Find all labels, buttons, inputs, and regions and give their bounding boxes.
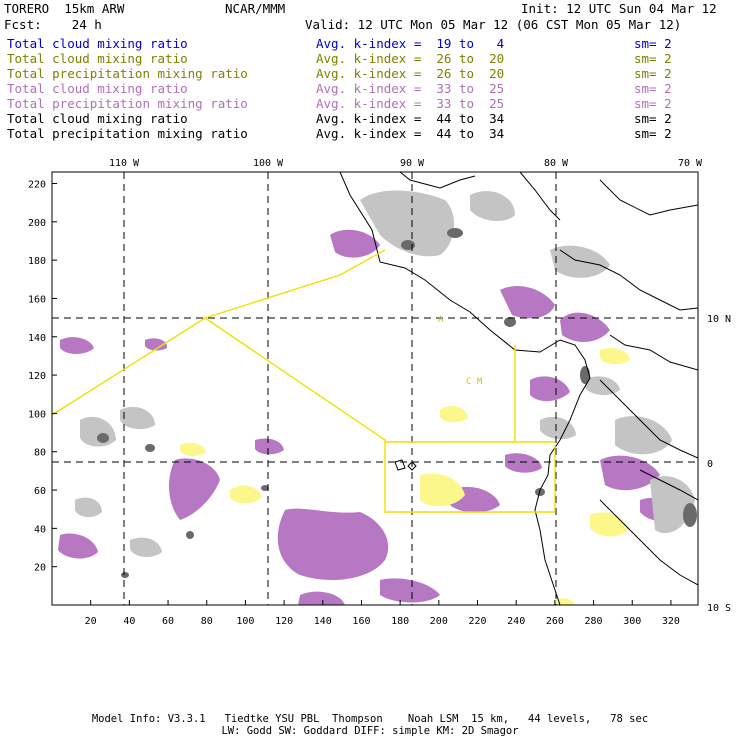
y-tick-label: 220 xyxy=(28,179,46,190)
model-info-line: Model Info: V3.3.1 Tiedtke YSU PBL Thomp… xyxy=(91,713,649,725)
lat-label: 0 xyxy=(707,459,713,470)
legend-field: Total precipitation mixing ratio xyxy=(7,126,248,141)
x-tick-label: 20 xyxy=(85,616,97,627)
box-label: C M xyxy=(466,377,483,387)
legend-row: Total cloud mixing ratio Avg. k-index = … xyxy=(7,81,672,96)
legend-field: Total cloud mixing ratio xyxy=(7,36,188,51)
x-tick-label: 280 xyxy=(585,616,603,627)
y-tick-label: 180 xyxy=(28,256,46,267)
lon-label: 110 W xyxy=(109,158,140,169)
graticule xyxy=(52,172,698,605)
lat-label: 10 N xyxy=(707,314,731,325)
y-tick-label: 100 xyxy=(28,409,46,420)
x-axis: 20 40 60 80 100 120 140 160 180 200 220 240 260 280 30… xyxy=(85,600,680,627)
organization-label: NCAR/MMM xyxy=(225,1,286,16)
legend-range: Avg. k-index = 26 to 20 xyxy=(316,66,505,81)
legend-range: Avg. k-index = 33 to 25 xyxy=(316,81,505,96)
legend-row: Total precipitation mixing ratio Avg. k-… xyxy=(7,66,672,81)
x-tick-label: 260 xyxy=(546,616,564,627)
legend-smoothing: sm= 2 xyxy=(634,81,672,96)
x-tick-label: 140 xyxy=(314,616,332,627)
x-tick-label: 300 xyxy=(623,616,641,627)
valid-time: Valid: 12 UTC Mon 05 Mar 12 (06 CST Mon … xyxy=(305,17,682,32)
legend-field: Total cloud mixing ratio xyxy=(7,81,188,96)
legend-range: Avg. k-index = 19 to 4 xyxy=(316,36,505,51)
x-tick-label: 100 xyxy=(236,616,254,627)
box-label: A xyxy=(438,315,444,325)
x-tick-label: 200 xyxy=(430,616,448,627)
precip-mixing-ratio-dark xyxy=(97,228,697,578)
model-title: TORERO 15km ARW xyxy=(4,1,125,16)
x-tick-label: 320 xyxy=(662,616,680,627)
x-tick-label: 240 xyxy=(507,616,525,627)
cloud-mixing-ratio-yellow xyxy=(180,348,630,605)
y-tick-label: 120 xyxy=(28,371,46,382)
y-tick-label: 140 xyxy=(28,333,46,344)
y-tick-label: 80 xyxy=(34,448,46,459)
x-tick-label: 40 xyxy=(123,616,135,627)
legend-row: Total cloud mixing ratio Avg. k-index = … xyxy=(7,36,672,51)
y-tick-label: 20 xyxy=(34,563,46,574)
init-time: Init: 12 UTC Sun 04 Mar 12 xyxy=(521,1,717,16)
y-axis: 20 40 60 80 100 120 140 160 180 200 220 xyxy=(28,179,57,574)
x-tick-label: 80 xyxy=(201,616,213,627)
legend-range: Avg. k-index = 33 to 25 xyxy=(316,96,505,111)
legend-smoothing: sm= 2 xyxy=(634,126,672,141)
legend-field: Total precipitation mixing ratio xyxy=(7,66,248,81)
legend-field: Total cloud mixing ratio xyxy=(7,111,188,126)
legend-field: Total precipitation mixing ratio xyxy=(7,96,248,111)
y-tick-label: 40 xyxy=(34,524,46,535)
lon-label: 80 W xyxy=(544,158,569,169)
legend-range: Avg. k-index = 44 to 34 xyxy=(316,126,505,141)
x-tick-label: 120 xyxy=(275,616,293,627)
legend-smoothing: sm= 2 xyxy=(634,96,672,111)
x-tick-label: 60 xyxy=(162,616,174,627)
lon-label: 70 W xyxy=(678,158,703,169)
legend-range: Avg. k-index = 44 to 34 xyxy=(316,111,505,126)
legend-row: Total precipitation mixing ratio Avg. k-… xyxy=(7,126,672,141)
coastline xyxy=(339,172,698,605)
lon-label: 100 W xyxy=(253,158,284,169)
legend-smoothing: sm= 2 xyxy=(634,36,672,51)
y-tick-label: 200 xyxy=(28,218,46,229)
x-tick-label: 220 xyxy=(468,616,486,627)
legend-smoothing: sm= 2 xyxy=(634,51,672,66)
legend-field: Total cloud mixing ratio xyxy=(7,51,188,66)
legend-smoothing: sm= 2 xyxy=(634,66,672,81)
legend-range: Avg. k-index = 26 to 20 xyxy=(316,51,505,66)
lat-label: 10 S xyxy=(707,603,731,614)
legend-smoothing: sm= 2 xyxy=(634,111,672,126)
lon-label: 90 W xyxy=(400,158,425,169)
legend-row: Total cloud mixing ratio Avg. k-index = … xyxy=(7,111,672,126)
model-physics-line: LW: Godd SW: Goddard DIFF: simple KM: 2D… xyxy=(221,725,519,737)
legend-row: Total precipitation mixing ratio Avg. k-… xyxy=(7,96,672,111)
domain-outlines xyxy=(51,249,556,513)
forecast-hour: Fcst: 24 h xyxy=(4,17,102,32)
y-tick-label: 60 xyxy=(34,486,46,497)
plot-frame xyxy=(51,171,699,606)
x-tick-label: 180 xyxy=(391,616,409,627)
y-tick-label: 160 xyxy=(28,294,46,305)
legend-row: Total cloud mixing ratio Avg. k-index = … xyxy=(7,51,672,66)
x-tick-label: 160 xyxy=(352,616,370,627)
